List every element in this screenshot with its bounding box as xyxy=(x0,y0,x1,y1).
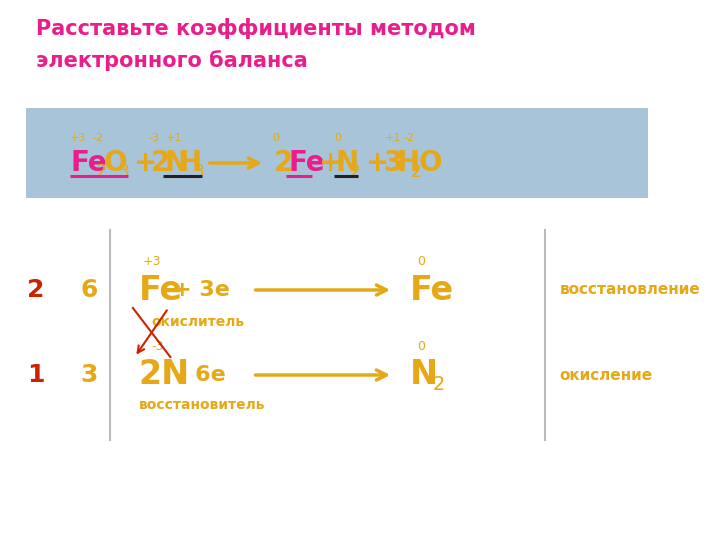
Text: O: O xyxy=(418,149,442,177)
Text: Fe: Fe xyxy=(70,149,107,177)
Text: H: H xyxy=(397,149,420,177)
Text: 2: 2 xyxy=(411,163,421,181)
Text: -2: -2 xyxy=(403,133,415,143)
Text: Fe: Fe xyxy=(288,149,325,177)
Text: 2: 2 xyxy=(432,375,445,394)
Text: N: N xyxy=(165,149,188,177)
Text: 1: 1 xyxy=(27,363,45,387)
Text: 2: 2 xyxy=(96,163,106,181)
Text: 6: 6 xyxy=(80,278,98,302)
Text: +: + xyxy=(319,149,343,177)
Text: окислитель: окислитель xyxy=(152,315,245,329)
Text: 0: 0 xyxy=(334,133,341,143)
Text: 2: 2 xyxy=(350,163,361,181)
Text: +1: +1 xyxy=(384,133,401,143)
Text: восстановление: восстановление xyxy=(559,282,701,298)
Text: +: + xyxy=(366,149,390,177)
Text: 0: 0 xyxy=(417,340,425,353)
Text: окисление: окисление xyxy=(559,368,653,382)
Text: O: O xyxy=(104,149,127,177)
Text: 2: 2 xyxy=(150,149,170,177)
Text: 3: 3 xyxy=(194,163,204,181)
Text: 2N: 2N xyxy=(138,359,190,392)
Text: -3: -3 xyxy=(151,340,163,353)
Text: 3: 3 xyxy=(80,363,98,387)
Text: 3: 3 xyxy=(383,149,402,177)
Text: +3: +3 xyxy=(70,133,86,143)
Text: Fe: Fe xyxy=(138,273,183,307)
Text: -2: -2 xyxy=(93,133,104,143)
Text: Fe: Fe xyxy=(410,273,454,307)
Text: электронного баланса: электронного баланса xyxy=(35,50,307,71)
Text: 0: 0 xyxy=(417,255,425,268)
Bar xyxy=(26,108,647,198)
Text: 2: 2 xyxy=(274,149,294,177)
Text: +: + xyxy=(134,149,157,177)
Text: + 3e: + 3e xyxy=(173,280,230,300)
Text: +1: +1 xyxy=(166,133,182,143)
Text: 0: 0 xyxy=(272,133,279,143)
Text: N: N xyxy=(336,149,359,177)
Text: -3: -3 xyxy=(149,133,160,143)
Text: восстановитель: восстановитель xyxy=(138,398,265,412)
Text: N: N xyxy=(410,359,438,392)
Text: Расставьте коэффициенты методом: Расставьте коэффициенты методом xyxy=(35,18,475,39)
Text: 3: 3 xyxy=(119,163,130,181)
Text: H: H xyxy=(179,149,202,177)
Text: +3: +3 xyxy=(143,255,161,268)
Text: - 6e: - 6e xyxy=(178,365,225,385)
Text: 2: 2 xyxy=(27,278,44,302)
